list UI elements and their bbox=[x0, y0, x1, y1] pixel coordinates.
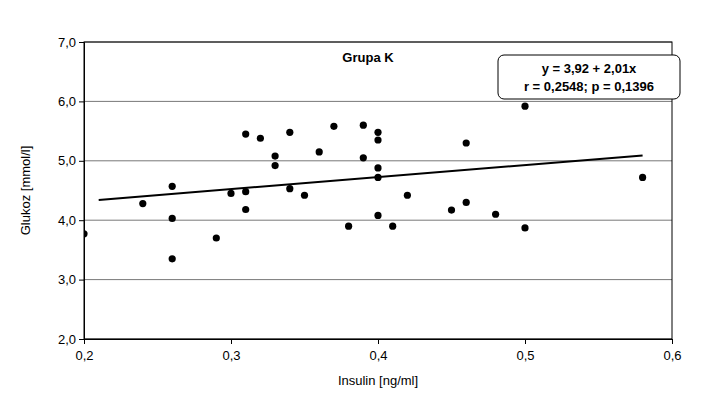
y-tick: 7,0 bbox=[58, 35, 84, 50]
point bbox=[272, 162, 279, 169]
point bbox=[213, 234, 220, 241]
point bbox=[169, 183, 176, 190]
y-tick-label: 2,0 bbox=[58, 332, 76, 347]
x-tick: 0,3 bbox=[222, 339, 240, 363]
y-tick-label: 5,0 bbox=[58, 153, 76, 168]
x-tick-mark bbox=[378, 339, 379, 344]
y-axis: 2,0 3,0 4,0 5,0 6,0 7,0 bbox=[58, 35, 85, 347]
x-axis: 0,2 0,3 0,4 0,5 0,6 bbox=[75, 339, 681, 363]
point bbox=[169, 215, 176, 222]
y-tick: 3,0 bbox=[58, 272, 84, 287]
y-tick: 6,0 bbox=[58, 94, 84, 109]
point bbox=[330, 123, 337, 130]
point bbox=[374, 164, 381, 171]
point bbox=[301, 192, 308, 199]
point bbox=[374, 212, 381, 219]
x-tick-label: 0,6 bbox=[663, 348, 681, 363]
plot: 0,2 0,3 0,4 0,5 0,6 2,0 3,0 4,0 5,0 6,0 7,0 bbox=[58, 35, 682, 363]
y-tick-mark bbox=[79, 101, 84, 102]
y-tick-label: 4,0 bbox=[58, 213, 76, 228]
point bbox=[360, 154, 367, 161]
y-tick-mark bbox=[79, 161, 84, 162]
grid bbox=[84, 42, 672, 339]
regression-line bbox=[99, 155, 643, 200]
y-tick: 5,0 bbox=[58, 153, 84, 168]
y-tick-label: 6,0 bbox=[58, 94, 76, 109]
point bbox=[139, 200, 146, 207]
point bbox=[639, 174, 646, 181]
point bbox=[272, 152, 279, 159]
y-tick-label: 7,0 bbox=[58, 35, 76, 50]
point bbox=[463, 199, 470, 206]
x-tick-mark bbox=[525, 339, 526, 344]
y-tick: 4,0 bbox=[58, 213, 84, 228]
point bbox=[345, 223, 352, 230]
y-tick-mark bbox=[79, 220, 84, 221]
point bbox=[521, 224, 528, 231]
x-axis-label: Insulin [ng/ml] bbox=[338, 373, 418, 388]
y-tick-mark bbox=[79, 42, 84, 43]
grid-line bbox=[84, 101, 672, 102]
data-marks bbox=[84, 103, 646, 263]
x-tick-label: 0,4 bbox=[369, 348, 387, 363]
point bbox=[316, 148, 323, 155]
point bbox=[521, 103, 528, 110]
x-tick: 0,5 bbox=[516, 339, 534, 363]
point bbox=[463, 139, 470, 146]
chart: 0,2 0,3 0,4 0,5 0,6 2,0 3,0 4,0 5,0 6,0 7,0 Grupa K… bbox=[0, 0, 710, 395]
plot-frame bbox=[84, 42, 672, 339]
x-tick-label: 0,2 bbox=[75, 348, 93, 363]
point bbox=[84, 230, 88, 237]
x-tick: 0,6 bbox=[663, 339, 681, 363]
x-tick-mark bbox=[231, 339, 232, 344]
x-tick-label: 0,3 bbox=[222, 348, 240, 363]
point bbox=[374, 129, 381, 136]
y-tick-mark bbox=[79, 280, 84, 281]
title: Grupa K bbox=[342, 50, 394, 65]
x-tick: 0,4 bbox=[369, 339, 387, 363]
point bbox=[448, 207, 455, 214]
point bbox=[242, 130, 249, 137]
x-axis-line bbox=[85, 340, 673, 345]
point bbox=[360, 122, 367, 129]
point bbox=[286, 129, 293, 136]
point bbox=[374, 136, 381, 143]
point bbox=[242, 206, 249, 213]
point bbox=[404, 192, 411, 199]
annotation-box bbox=[498, 55, 680, 99]
y-tick-label: 3,0 bbox=[58, 272, 76, 287]
x-tick: 0,2 bbox=[75, 339, 93, 363]
y-tick-mark bbox=[79, 339, 84, 340]
grid-line bbox=[84, 279, 672, 280]
point bbox=[169, 255, 176, 262]
y-tick: 2,0 bbox=[58, 332, 84, 347]
point bbox=[492, 211, 499, 218]
point bbox=[227, 190, 234, 197]
point bbox=[389, 223, 396, 230]
annotation: r = 0,2548; p = 0,1396 bbox=[524, 79, 654, 94]
annotation: y = 3,92 + 2,01x bbox=[542, 61, 637, 76]
x-tick-mark bbox=[672, 339, 673, 344]
y-axis-line bbox=[79, 43, 85, 340]
point bbox=[286, 185, 293, 192]
point bbox=[257, 135, 264, 142]
y-axis-label: Glukoz [mmol/l] bbox=[18, 146, 33, 236]
x-tick-label: 0,5 bbox=[516, 348, 534, 363]
